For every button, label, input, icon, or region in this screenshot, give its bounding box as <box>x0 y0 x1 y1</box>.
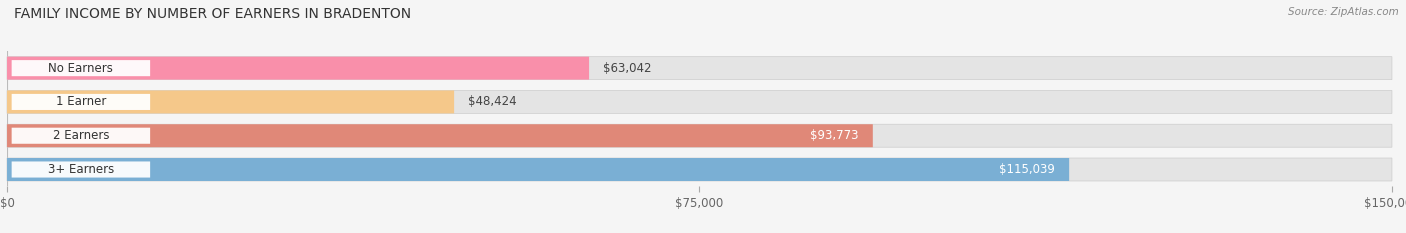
Text: $93,773: $93,773 <box>810 129 859 142</box>
FancyBboxPatch shape <box>7 57 1392 80</box>
FancyBboxPatch shape <box>11 94 150 110</box>
FancyBboxPatch shape <box>7 124 1392 147</box>
FancyBboxPatch shape <box>11 161 150 178</box>
Text: 2 Earners: 2 Earners <box>52 129 110 142</box>
Text: Source: ZipAtlas.com: Source: ZipAtlas.com <box>1288 7 1399 17</box>
Text: $63,042: $63,042 <box>603 62 651 75</box>
FancyBboxPatch shape <box>11 60 150 76</box>
FancyBboxPatch shape <box>11 128 150 144</box>
FancyBboxPatch shape <box>7 90 454 113</box>
Text: 1 Earner: 1 Earner <box>56 96 105 108</box>
Text: No Earners: No Earners <box>48 62 114 75</box>
FancyBboxPatch shape <box>7 57 589 80</box>
FancyBboxPatch shape <box>7 124 873 147</box>
Text: FAMILY INCOME BY NUMBER OF EARNERS IN BRADENTON: FAMILY INCOME BY NUMBER OF EARNERS IN BR… <box>14 7 411 21</box>
Text: $115,039: $115,039 <box>1000 163 1056 176</box>
Text: $48,424: $48,424 <box>468 96 516 108</box>
FancyBboxPatch shape <box>7 158 1392 181</box>
FancyBboxPatch shape <box>7 158 1069 181</box>
Text: 3+ Earners: 3+ Earners <box>48 163 114 176</box>
FancyBboxPatch shape <box>7 90 1392 113</box>
